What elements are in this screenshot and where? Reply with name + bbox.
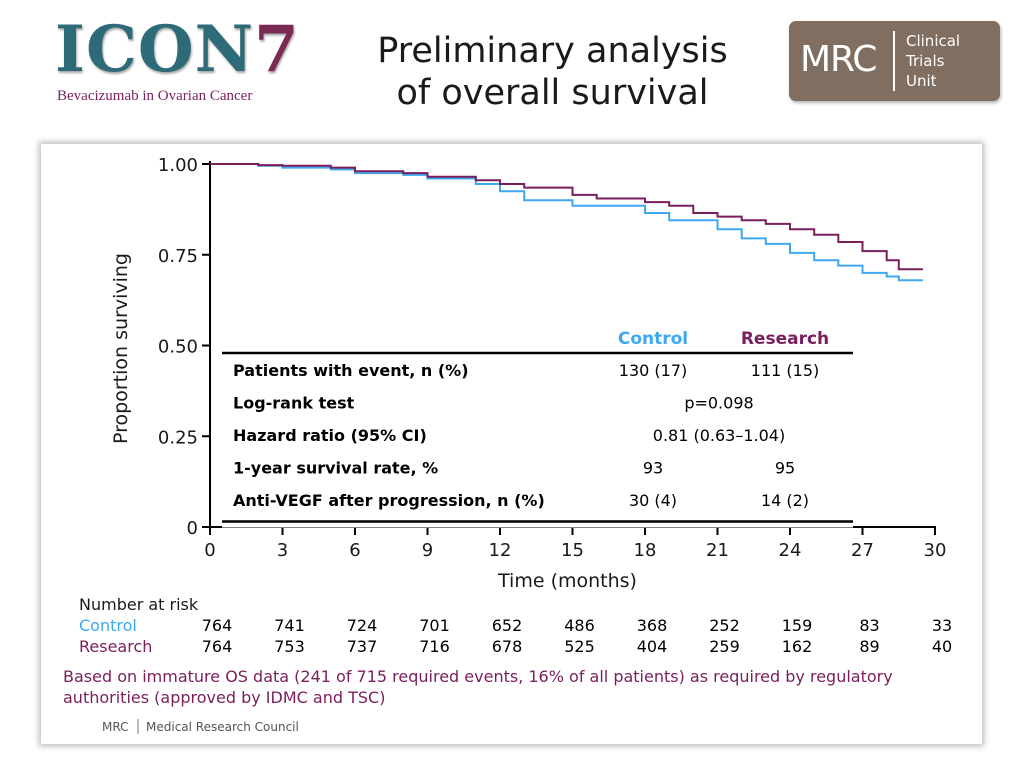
- risk-value: 89: [859, 637, 879, 656]
- icon7-logo: ICON7: [55, 14, 300, 86]
- logo-subtitle: Bevacizumab in Ovarian Cancer: [57, 88, 253, 104]
- x-tick-label: 9: [422, 540, 433, 561]
- risk-value: 40: [932, 637, 952, 656]
- risk-title: Number at risk: [79, 595, 199, 614]
- logo-seven-text: 7: [254, 12, 300, 87]
- x-tick-label: 30: [924, 540, 947, 561]
- table-row-research-value: 111 (15): [751, 361, 819, 380]
- panel-footer: MRC Medical Research Council: [102, 719, 299, 734]
- risk-value: 741: [274, 616, 305, 635]
- table-row-value: p=0.098: [684, 394, 753, 413]
- results-table-bg: [222, 323, 853, 528]
- risk-value: 525: [564, 637, 595, 656]
- x-tick-label: 21: [706, 540, 729, 561]
- mrc-logo-line1: Clinical: [906, 32, 961, 50]
- table-row-label: Anti-VEGF after progression, n (%): [233, 491, 545, 510]
- x-tick-label: 15: [561, 540, 584, 561]
- table-row-control-value: 93: [643, 459, 663, 478]
- x-tick-label: 0: [204, 540, 215, 561]
- risk-value: 652: [492, 616, 523, 635]
- risk-value: 753: [274, 637, 305, 656]
- table-row-research-value: 14 (2): [761, 491, 809, 510]
- table-row-label: 1-year survival rate, %: [233, 459, 438, 478]
- risk-value: 83: [859, 616, 879, 635]
- chart-footnote: Based on immature OS data (241 of 715 re…: [63, 667, 893, 707]
- risk-value: 764: [202, 616, 233, 635]
- y-tick-label: 0.50: [158, 337, 198, 358]
- table-header-research: Research: [741, 329, 829, 349]
- x-tick-label: 6: [349, 540, 360, 561]
- table-row-control-value: 30 (4): [629, 491, 677, 510]
- risk-value: 716: [419, 637, 450, 656]
- risk-value: 678: [492, 637, 523, 656]
- x-tick-label: 18: [634, 540, 657, 561]
- table-row-research-value: 95: [775, 459, 795, 478]
- risk-value: 737: [347, 637, 378, 656]
- risk-value: 33: [932, 616, 952, 635]
- x-axis-title: Time (months): [497, 570, 637, 592]
- number-at-risk-table: Number at risk Control 764 741 724 701 652 486 3…: [79, 595, 952, 656]
- logo-main-text: ICON: [55, 12, 255, 87]
- risk-value: 162: [782, 637, 813, 656]
- table-header-control: Control: [618, 329, 688, 349]
- mrc-logo-ctu: Clinical Trials Unit: [906, 31, 960, 91]
- slide-title-line1: Preliminary analysis: [377, 31, 728, 71]
- risk-value: 701: [419, 616, 450, 635]
- table-row-value: 0.81 (0.63–1.04): [653, 426, 785, 445]
- table-row-control-value: 130 (17): [619, 361, 687, 380]
- risk-value: 159: [782, 616, 813, 635]
- x-tick-label: 12: [489, 540, 512, 561]
- y-tick-label: 1.00: [158, 155, 198, 176]
- y-axis-title: Proportion surviving: [110, 253, 132, 444]
- y-tick-label: 0.25: [158, 427, 198, 448]
- slide-title-line2: of overall survival: [396, 73, 709, 113]
- chart-series: [210, 163, 923, 282]
- series-line-control: [210, 163, 923, 282]
- y-tick-label: 0.75: [158, 246, 198, 267]
- risk-row-label-control: Control: [79, 616, 137, 635]
- slide-header: ICON7 Bevacizumab in Ovarian Cancer Prel…: [0, 0, 1024, 135]
- mrc-logo-divider: [893, 31, 895, 91]
- footer-council: Medical Research Council: [146, 720, 299, 734]
- x-tick-label: 24: [779, 540, 802, 561]
- risk-value: 404: [637, 637, 668, 656]
- risk-value: 368: [637, 616, 668, 635]
- table-row-label: Hazard ratio (95% CI): [233, 426, 427, 445]
- x-tick-label: 27: [851, 540, 874, 561]
- mrc-logo-text: MRC: [800, 39, 877, 80]
- table-row-label: Patients with event, n (%): [233, 361, 469, 380]
- risk-value: 486: [564, 616, 595, 635]
- mrc-logo-line2: Trials: [906, 52, 945, 70]
- footer-mrc: MRC: [102, 720, 128, 734]
- mrc-ctu-logo: MRC Clinical Trials Unit: [789, 21, 1000, 101]
- results-table: Control Research Patients with event, n (%…: [222, 323, 853, 528]
- risk-row-label-research: Research: [79, 637, 152, 656]
- footnote-line1: Based on immature OS data (241 of 715 re…: [63, 667, 893, 686]
- x-tick-label: 3: [277, 540, 288, 561]
- risk-value: 724: [347, 616, 378, 635]
- risk-value: 252: [709, 616, 740, 635]
- table-row-label: Log-rank test: [233, 394, 355, 413]
- footnote-line2: authorities (approved by IDMC and TSC): [63, 688, 385, 707]
- slide-title: Preliminary analysis of overall survival: [330, 30, 775, 114]
- y-tick-label: 0: [187, 518, 198, 539]
- risk-value: 764: [202, 637, 233, 656]
- mrc-logo-line3: Unit: [906, 72, 937, 90]
- series-line-research: [210, 163, 923, 271]
- risk-value: 259: [709, 637, 740, 656]
- km-survival-chart: 0 0.25 0.50 0.75 1.00 0 3 6 9 12 15 18 21 24 27 30 Time …: [63, 155, 952, 734]
- chart-axes: 0 0.25 0.50 0.75 1.00 0 3 6 9 12 15 18 21 24 27 30 Time …: [110, 155, 946, 592]
- chart-panel: 0 0.25 0.50 0.75 1.00 0 3 6 9 12 15 18 21 24 27 30 Time …: [41, 144, 982, 744]
